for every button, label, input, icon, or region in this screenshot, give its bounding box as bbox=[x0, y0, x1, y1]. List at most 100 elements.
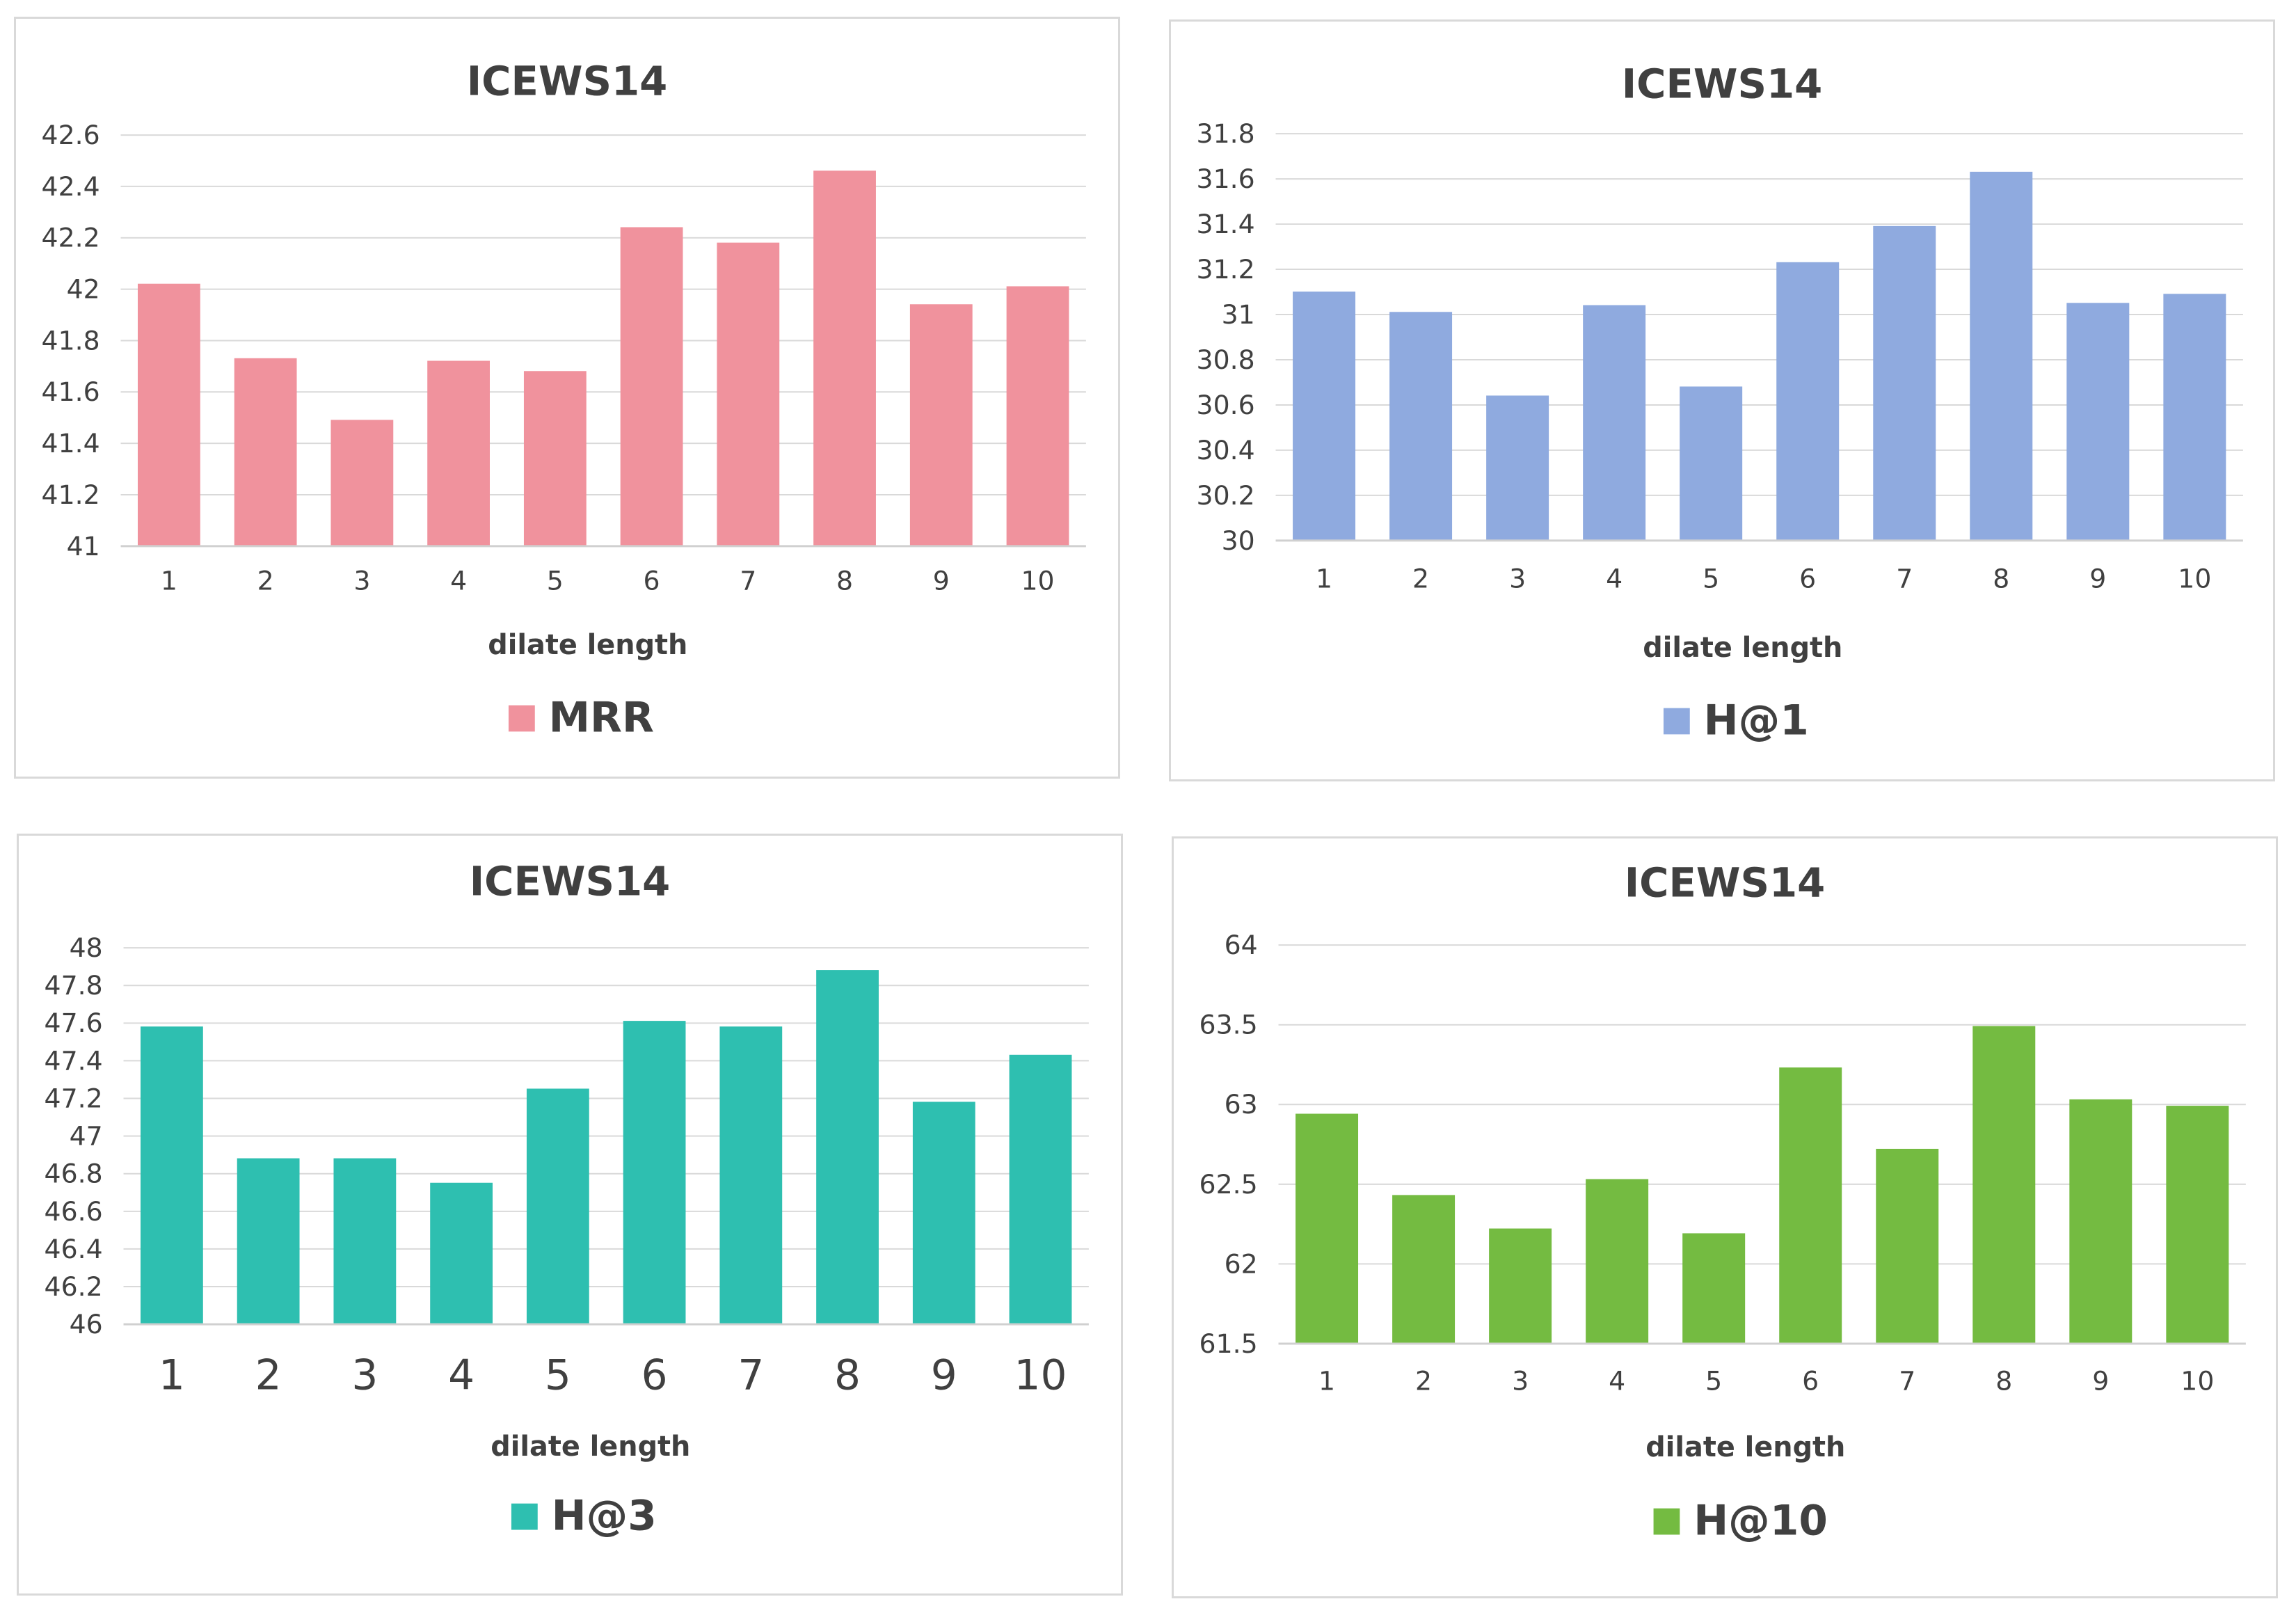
x-tick-label: 5 bbox=[1703, 564, 1719, 594]
x-tick-label: 2 bbox=[1415, 1366, 1432, 1397]
y-tick-label: 47.2 bbox=[45, 1083, 103, 1113]
x-tick-label: 6 bbox=[1802, 1366, 1819, 1397]
x-tick-label: 8 bbox=[836, 565, 853, 596]
x-tick-label: 7 bbox=[740, 565, 756, 596]
chart-svg: ICEWS144646.246.446.646.84747.247.447.64… bbox=[45, 858, 1089, 1541]
bar-9 bbox=[2066, 303, 2130, 541]
legend-label: H@10 bbox=[1693, 1497, 1828, 1545]
legend: H@10 bbox=[1653, 1497, 1828, 1545]
x-tick-label: 4 bbox=[1606, 564, 1623, 594]
bar-5 bbox=[523, 371, 587, 547]
legend-label: MRR bbox=[549, 694, 654, 742]
legend-swatch bbox=[1653, 1508, 1680, 1535]
x-tick-label: 8 bbox=[1993, 564, 2009, 594]
bar-5 bbox=[526, 1088, 589, 1325]
legend-swatch bbox=[508, 705, 535, 732]
x-tick-label: 8 bbox=[1995, 1366, 2012, 1397]
x-tick-label: 7 bbox=[738, 1352, 764, 1400]
y-tick-label: 47.8 bbox=[45, 970, 103, 1001]
x-tick-label: 3 bbox=[351, 1352, 378, 1400]
bar-3 bbox=[1489, 1228, 1552, 1344]
legend-swatch bbox=[511, 1503, 538, 1530]
x-tick-label: 9 bbox=[933, 565, 950, 596]
y-tick-label: 31.8 bbox=[1197, 118, 1255, 149]
x-tick-label: 1 bbox=[159, 1352, 185, 1400]
y-tick-label: 62.5 bbox=[1199, 1169, 1258, 1200]
x-tick-label: 4 bbox=[450, 565, 467, 596]
y-tick-label: 63.5 bbox=[1199, 1010, 1258, 1040]
bar-9 bbox=[909, 304, 973, 547]
bar-8 bbox=[813, 170, 876, 547]
x-axis-label: dilate length bbox=[1643, 632, 1842, 664]
chart-svg: ICEWS144141.241.441.641.84242.242.442.61… bbox=[42, 57, 1086, 742]
chart-title: ICEWS14 bbox=[467, 57, 668, 104]
bar-2 bbox=[237, 1158, 300, 1325]
legend: H@1 bbox=[1663, 697, 1809, 745]
x-tick-label: 4 bbox=[1609, 1366, 1625, 1397]
y-tick-label: 46.2 bbox=[45, 1271, 103, 1302]
chart-title: ICEWS14 bbox=[470, 858, 671, 905]
bar-9 bbox=[2069, 1099, 2132, 1344]
bar-7 bbox=[1876, 1148, 1939, 1344]
x-tick-label: 10 bbox=[2181, 1366, 2214, 1397]
y-tick-label: 42.4 bbox=[42, 171, 100, 202]
bar-6 bbox=[623, 1021, 686, 1325]
bar-2 bbox=[234, 358, 297, 547]
x-tick-label: 4 bbox=[448, 1352, 475, 1400]
legend-label: H@1 bbox=[1704, 697, 1809, 745]
x-tick-label: 3 bbox=[1512, 1366, 1529, 1397]
bar-9 bbox=[912, 1102, 975, 1325]
y-tick-label: 30.8 bbox=[1197, 344, 1255, 375]
x-tick-label: 9 bbox=[2089, 564, 2106, 594]
chart-panel-h1: ICEWS14 30 30.2 30.4 30.6 30.8 31 31.2 31.4 31.6 3… bbox=[1169, 19, 2275, 781]
y-tick-label: 30.6 bbox=[1197, 390, 1255, 420]
bar-5 bbox=[1682, 1233, 1746, 1344]
y-tick-label: 31.6 bbox=[1197, 164, 1255, 194]
x-tick-label: 3 bbox=[1509, 564, 1526, 594]
y-tick-label: 30.2 bbox=[1197, 480, 1255, 511]
x-tick-label: 6 bbox=[1799, 564, 1816, 594]
y-tick-label: 64 bbox=[1225, 930, 1258, 960]
bar-7 bbox=[1873, 225, 1936, 541]
x-tick-label: 10 bbox=[1014, 1352, 1067, 1400]
chart-title: ICEWS14 bbox=[1622, 60, 1823, 107]
x-tick-label: 2 bbox=[1412, 564, 1429, 594]
legend: MRR bbox=[508, 694, 654, 742]
y-tick-label: 42.2 bbox=[42, 223, 100, 253]
x-tick-label: 2 bbox=[257, 565, 274, 596]
x-tick-label: 3 bbox=[353, 565, 370, 596]
y-tick-label: 63 bbox=[1225, 1089, 1258, 1120]
legend: H@3 bbox=[511, 1493, 657, 1541]
y-tick-label: 42.6 bbox=[42, 120, 100, 150]
y-tick-label: 46.4 bbox=[45, 1234, 103, 1264]
x-tick-label: 10 bbox=[1021, 565, 1054, 596]
bar-3 bbox=[333, 1158, 397, 1325]
y-tick-label: 41.6 bbox=[42, 376, 100, 407]
bar-1 bbox=[138, 283, 200, 547]
bar-1 bbox=[141, 1026, 203, 1325]
y-tick-label: 41.2 bbox=[42, 479, 100, 510]
x-tick-label: 10 bbox=[2178, 564, 2211, 594]
y-tick-label: 47 bbox=[70, 1121, 103, 1152]
x-axis-label: dilate length bbox=[491, 1431, 690, 1463]
bar-2 bbox=[1392, 1195, 1456, 1344]
chart-svg: ICEWS143030.230.430.630.83131.231.431.63… bbox=[1197, 60, 2243, 745]
y-tick-label: 47.6 bbox=[45, 1008, 103, 1038]
chart-panel-mrr: ICEWS14 41 41.2 41.4 41.6 41.8 42 42.2 42.4 42.6 1… bbox=[14, 17, 1120, 779]
bar-4 bbox=[427, 360, 491, 547]
x-tick-label: 6 bbox=[644, 565, 660, 596]
x-tick-label: 6 bbox=[641, 1352, 668, 1400]
x-tick-label: 5 bbox=[547, 565, 564, 596]
bar-7 bbox=[717, 242, 780, 547]
bar-3 bbox=[1486, 395, 1549, 541]
bar-6 bbox=[620, 227, 683, 547]
x-tick-label: 7 bbox=[1899, 1366, 1915, 1397]
y-tick-label: 46.8 bbox=[45, 1159, 103, 1189]
x-axis-label: dilate length bbox=[488, 629, 687, 661]
y-tick-label: 30 bbox=[1222, 525, 1255, 556]
bar-6 bbox=[1779, 1067, 1842, 1344]
y-tick-label: 31.4 bbox=[1197, 209, 1255, 239]
y-tick-label: 42 bbox=[67, 274, 100, 305]
y-tick-label: 46 bbox=[70, 1309, 103, 1339]
bar-8 bbox=[1972, 1026, 2036, 1344]
